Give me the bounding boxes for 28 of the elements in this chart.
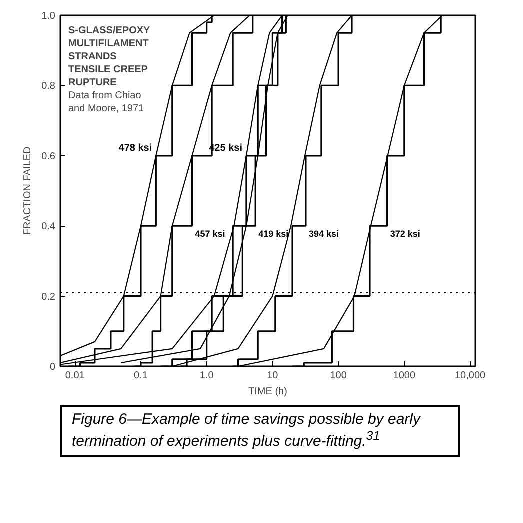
x-tick-label: 10 xyxy=(267,370,279,382)
annotation: STRANDS xyxy=(68,52,118,62)
series-label: 394 ksi xyxy=(308,229,339,240)
caption: Figure 6—Example of time savings possible by early termination of experiments plus curve-fitting.$^{31}$ xyxy=(72,411,422,451)
annotation: S-GLASS/EPOXY xyxy=(68,26,151,36)
annotation: and Moore, 1971 xyxy=(68,104,145,114)
x-tick-label: 10,000 xyxy=(454,370,486,382)
y-axis-title: FRACTION FAILED xyxy=(22,146,34,236)
x-tick-label: 0.01 xyxy=(65,370,86,382)
x-tick-label: 100 xyxy=(330,370,348,382)
x-tick-label: 1.0 xyxy=(200,370,214,382)
series-label: 372 ksi xyxy=(390,229,420,240)
y-tick-label: 0.4 xyxy=(42,222,56,233)
series-label: 478 ksi xyxy=(118,142,152,154)
annotation: TENSILE CREEP xyxy=(68,64,148,76)
y-tick-label: 0 xyxy=(50,362,56,373)
x-axis-title: TIME (h) xyxy=(248,386,288,398)
x-tick-label: 0.1 xyxy=(134,370,148,382)
x-tick-label: 1000 xyxy=(393,370,416,382)
annotation: RUPTURE xyxy=(68,78,118,88)
y-tick-label: 0.6 xyxy=(42,151,56,162)
y-tick-label: 1.0 xyxy=(42,11,56,22)
y-tick-label: 0.2 xyxy=(42,292,56,303)
y-tick-label: 0.8 xyxy=(42,81,56,92)
series-label: 419 ksi xyxy=(258,229,289,240)
annotation: MULTIFILAMENT xyxy=(68,38,149,50)
series-label: 457 ksi xyxy=(195,229,226,240)
annotation: Data from Chiao xyxy=(68,90,142,102)
